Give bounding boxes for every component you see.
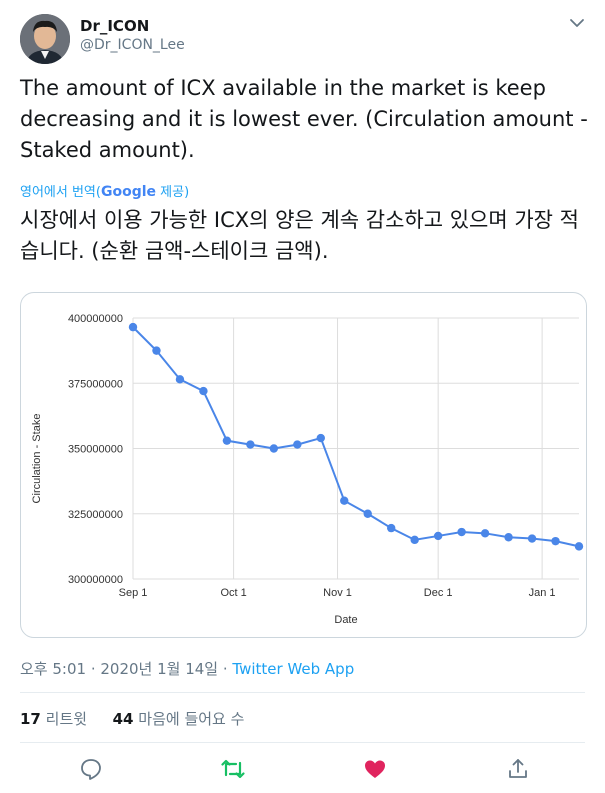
- data-point: [551, 536, 560, 546]
- y-tick-label: 300000000: [68, 574, 123, 586]
- author-name[interactable]: Dr_ICON: [80, 17, 150, 35]
- tweet-app-link[interactable]: Twitter Web App: [232, 660, 355, 678]
- data-point: [504, 533, 513, 542]
- x-tick-label: Oct 1: [220, 587, 246, 599]
- tweet-time[interactable]: 오후 5:01 · 2020년 1월 14일 ·: [20, 660, 233, 678]
- likes-label: 마음에 들어요 수: [138, 710, 245, 728]
- data-point: [574, 542, 584, 551]
- data-point: [293, 440, 302, 449]
- retweets-stat[interactable]: 17 리트윗: [20, 710, 87, 728]
- translation-attribution[interactable]: 영어에서 번역(Google 제공): [20, 181, 189, 200]
- avatar[interactable]: [20, 14, 70, 64]
- google-logo: Google: [100, 184, 157, 200]
- likes-stat[interactable]: 44 마음에 들어요 수: [113, 710, 245, 728]
- data-point: [152, 346, 161, 355]
- divider: [20, 742, 585, 743]
- data-point: [222, 436, 232, 445]
- y-tick-label: 375000000: [68, 378, 123, 390]
- reply-icon[interactable]: [78, 756, 104, 782]
- translate-label[interactable]: 영어에서 번역(: [20, 185, 101, 200]
- x-axis-title: Date: [334, 614, 357, 626]
- heart-icon[interactable]: [362, 756, 388, 782]
- retweet-icon[interactable]: [220, 756, 246, 782]
- divider: [20, 692, 585, 693]
- share-icon[interactable]: [505, 756, 531, 782]
- author-handle[interactable]: @Dr_ICON_Lee: [80, 37, 185, 53]
- data-point: [340, 496, 349, 505]
- data-point: [246, 440, 255, 449]
- x-tick-label: Jan 1: [529, 587, 556, 599]
- data-point: [457, 527, 466, 537]
- retweets-label: 리트윗: [45, 710, 88, 728]
- line-chart: 300000000 325000000 350000000 375000000 4000…: [31, 313, 584, 626]
- data-point: [363, 509, 372, 518]
- x-tick-label: Sep 1: [119, 587, 148, 599]
- data-point: [199, 386, 208, 396]
- translate-suffix: 제공): [156, 185, 190, 200]
- data-point: [128, 322, 138, 332]
- tweet-meta: 오후 5:01 · 2020년 1월 14일 · Twitter Web App: [20, 658, 354, 679]
- data-point: [316, 433, 325, 443]
- data-point: [410, 535, 419, 545]
- data-point: [269, 444, 279, 453]
- retweets-count: 17: [20, 710, 41, 728]
- x-tick-label: Nov 1: [323, 587, 352, 599]
- chevron-down-icon[interactable]: [566, 12, 588, 34]
- y-axis-title: Circulation - Stake: [31, 414, 43, 504]
- data-point: [387, 523, 396, 533]
- tweet-text: The amount of ICX available in the marke…: [20, 76, 588, 162]
- tweet-stats: 17 리트윗 44 마음에 들어요 수: [20, 708, 244, 729]
- y-tick-label: 325000000: [68, 509, 123, 521]
- y-tick-label: 350000000: [68, 444, 123, 456]
- data-point: [527, 534, 537, 543]
- y-tick-label: 400000000: [68, 313, 123, 325]
- likes-count: 44: [112, 710, 134, 728]
- x-tick-label: Dec 1: [424, 587, 453, 599]
- chart-image[interactable]: 300000000 325000000 350000000 375000000 4000…: [20, 292, 587, 638]
- avatar-photo: [20, 14, 70, 64]
- translated-text: 시장에서 이용 가능한 ICX의 양은 계속 감소하고 있으며 가장 적습니다.…: [20, 208, 579, 263]
- data-point: [175, 375, 185, 384]
- data-point: [480, 529, 490, 538]
- data-point: [433, 531, 443, 541]
